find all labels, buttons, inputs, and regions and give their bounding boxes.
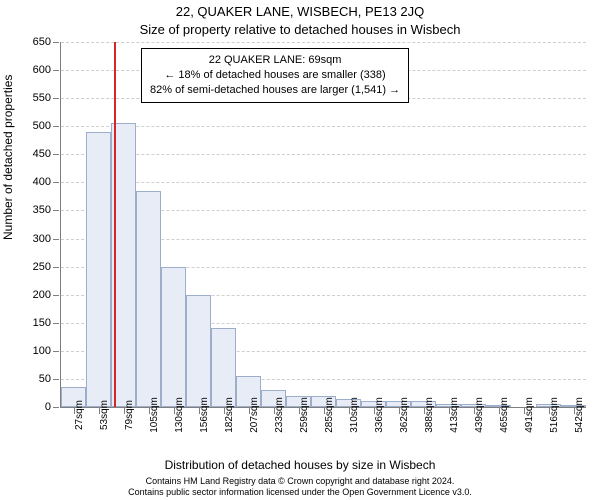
x-tick-label: 388sqm — [424, 397, 435, 433]
info-line-2: ← 18% of detached houses are smaller (33… — [150, 68, 400, 83]
bar — [86, 132, 111, 407]
x-tick-label: 362sqm — [399, 397, 410, 433]
page-title: 22, QUAKER LANE, WISBECH, PE13 2JQ — [0, 4, 600, 19]
x-tick-label: 156sqm — [199, 397, 210, 433]
y-tick-label: 200 — [33, 289, 51, 301]
gridline — [61, 126, 586, 127]
marker-line — [114, 42, 116, 407]
x-tick-label: 439sqm — [474, 397, 485, 433]
y-tick — [53, 70, 59, 71]
gridline — [61, 154, 586, 155]
y-tick-label: 250 — [33, 261, 51, 273]
chart-container: 22, QUAKER LANE, WISBECH, PE13 2JQ Size … — [0, 0, 600, 500]
x-tick-label: 413sqm — [449, 397, 460, 433]
bar — [211, 328, 236, 407]
y-tick-label: 650 — [33, 36, 51, 48]
y-tick-label: 100 — [33, 345, 51, 357]
y-tick — [53, 42, 59, 43]
x-tick-label: 259sqm — [299, 397, 310, 433]
y-tick-label: 500 — [33, 120, 51, 132]
y-tick — [53, 267, 59, 268]
x-tick-label: 27sqm — [74, 400, 85, 430]
info-line-3: 82% of semi-detached houses are larger (… — [150, 83, 400, 98]
info-box: 22 QUAKER LANE: 69sqm ← 18% of detached … — [141, 48, 409, 103]
y-tick-label: 0 — [45, 401, 51, 413]
y-tick-label: 400 — [33, 176, 51, 188]
bar — [186, 295, 211, 407]
y-tick-label: 350 — [33, 204, 51, 216]
x-tick-label: 285sqm — [324, 397, 335, 433]
footer-line-1: Contains HM Land Registry data © Crown c… — [0, 476, 600, 487]
footer: Contains HM Land Registry data © Crown c… — [0, 476, 600, 499]
chart-subtitle: Size of property relative to detached ho… — [0, 22, 600, 37]
x-tick-label: 310sqm — [349, 397, 360, 433]
y-tick — [53, 295, 59, 296]
plot-area: 0501001502002503003504004505005506006502… — [60, 42, 586, 408]
y-tick — [53, 182, 59, 183]
y-tick — [53, 239, 59, 240]
x-tick-label: 79sqm — [124, 400, 135, 430]
gridline — [61, 182, 586, 183]
info-line-1: 22 QUAKER LANE: 69sqm — [150, 53, 400, 68]
bar — [161, 267, 186, 407]
x-tick-label: 182sqm — [224, 397, 235, 433]
y-tick — [53, 351, 59, 352]
x-tick-label: 516sqm — [549, 397, 560, 433]
y-tick — [53, 210, 59, 211]
y-tick — [53, 407, 59, 408]
y-tick — [53, 379, 59, 380]
y-tick-label: 50 — [39, 373, 51, 385]
bar — [136, 191, 161, 407]
x-tick-label: 542sqm — [574, 397, 585, 433]
y-tick-label: 450 — [33, 148, 51, 160]
x-tick-label: 336sqm — [374, 397, 385, 433]
x-tick-label: 105sqm — [149, 397, 160, 433]
x-tick-label: 465sqm — [499, 397, 510, 433]
y-tick-label: 150 — [33, 317, 51, 329]
y-tick — [53, 126, 59, 127]
y-tick-label: 300 — [33, 233, 51, 245]
x-tick-label: 491sqm — [524, 397, 535, 433]
y-tick-label: 550 — [33, 92, 51, 104]
y-tick — [53, 154, 59, 155]
gridline — [61, 42, 586, 43]
x-tick-label: 207sqm — [249, 397, 260, 433]
x-tick-label: 130sqm — [174, 397, 185, 433]
y-axis-label: Number of detached properties — [1, 75, 15, 240]
y-tick — [53, 98, 59, 99]
x-tick-label: 53sqm — [99, 400, 110, 430]
footer-line-2: Contains public sector information licen… — [0, 487, 600, 498]
y-tick — [53, 323, 59, 324]
x-tick-label: 233sqm — [274, 397, 285, 433]
x-axis-label: Distribution of detached houses by size … — [0, 458, 600, 472]
y-tick-label: 600 — [33, 64, 51, 76]
